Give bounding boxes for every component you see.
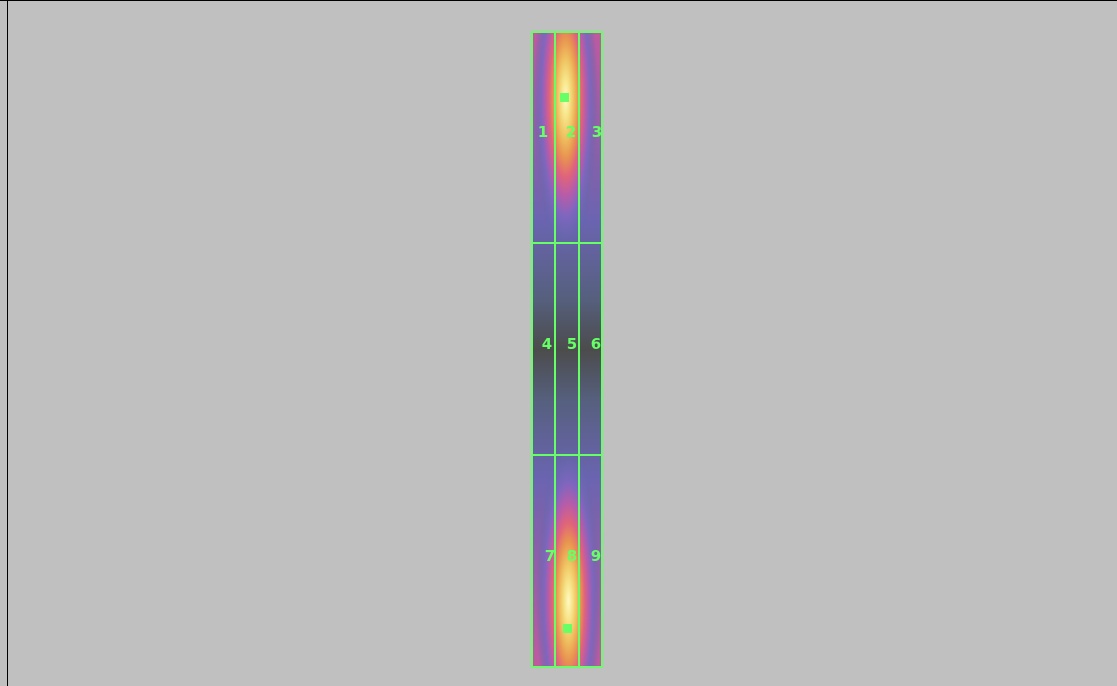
peak-top-marker[interactable] — [560, 93, 569, 102]
cell-label-6: 6 — [591, 335, 601, 353]
field-peak-bottom — [531, 31, 603, 668]
frame-left-edge — [7, 0, 8, 686]
cell-label-9: 9 — [591, 547, 601, 565]
cell-label-4: 4 — [542, 335, 552, 353]
cell-label-8: 8 — [567, 547, 577, 565]
grid-lines — [531, 31, 603, 668]
field-heatmap-svg: 1 2 3 4 5 6 7 8 9 — [531, 31, 603, 668]
grid-outline — [531, 31, 603, 668]
cell-label-1: 1 — [538, 123, 548, 141]
field-heatmap[interactable]: 1 2 3 4 5 6 7 8 9 — [531, 31, 603, 668]
cell-label-3: 3 — [592, 123, 602, 141]
cell-label-7: 7 — [545, 547, 555, 565]
cell-label-5: 5 — [567, 335, 577, 353]
cell-label-2: 2 — [566, 123, 576, 141]
frame-top-edge — [0, 0, 1117, 1]
peak-bottom-marker[interactable] — [563, 624, 572, 633]
